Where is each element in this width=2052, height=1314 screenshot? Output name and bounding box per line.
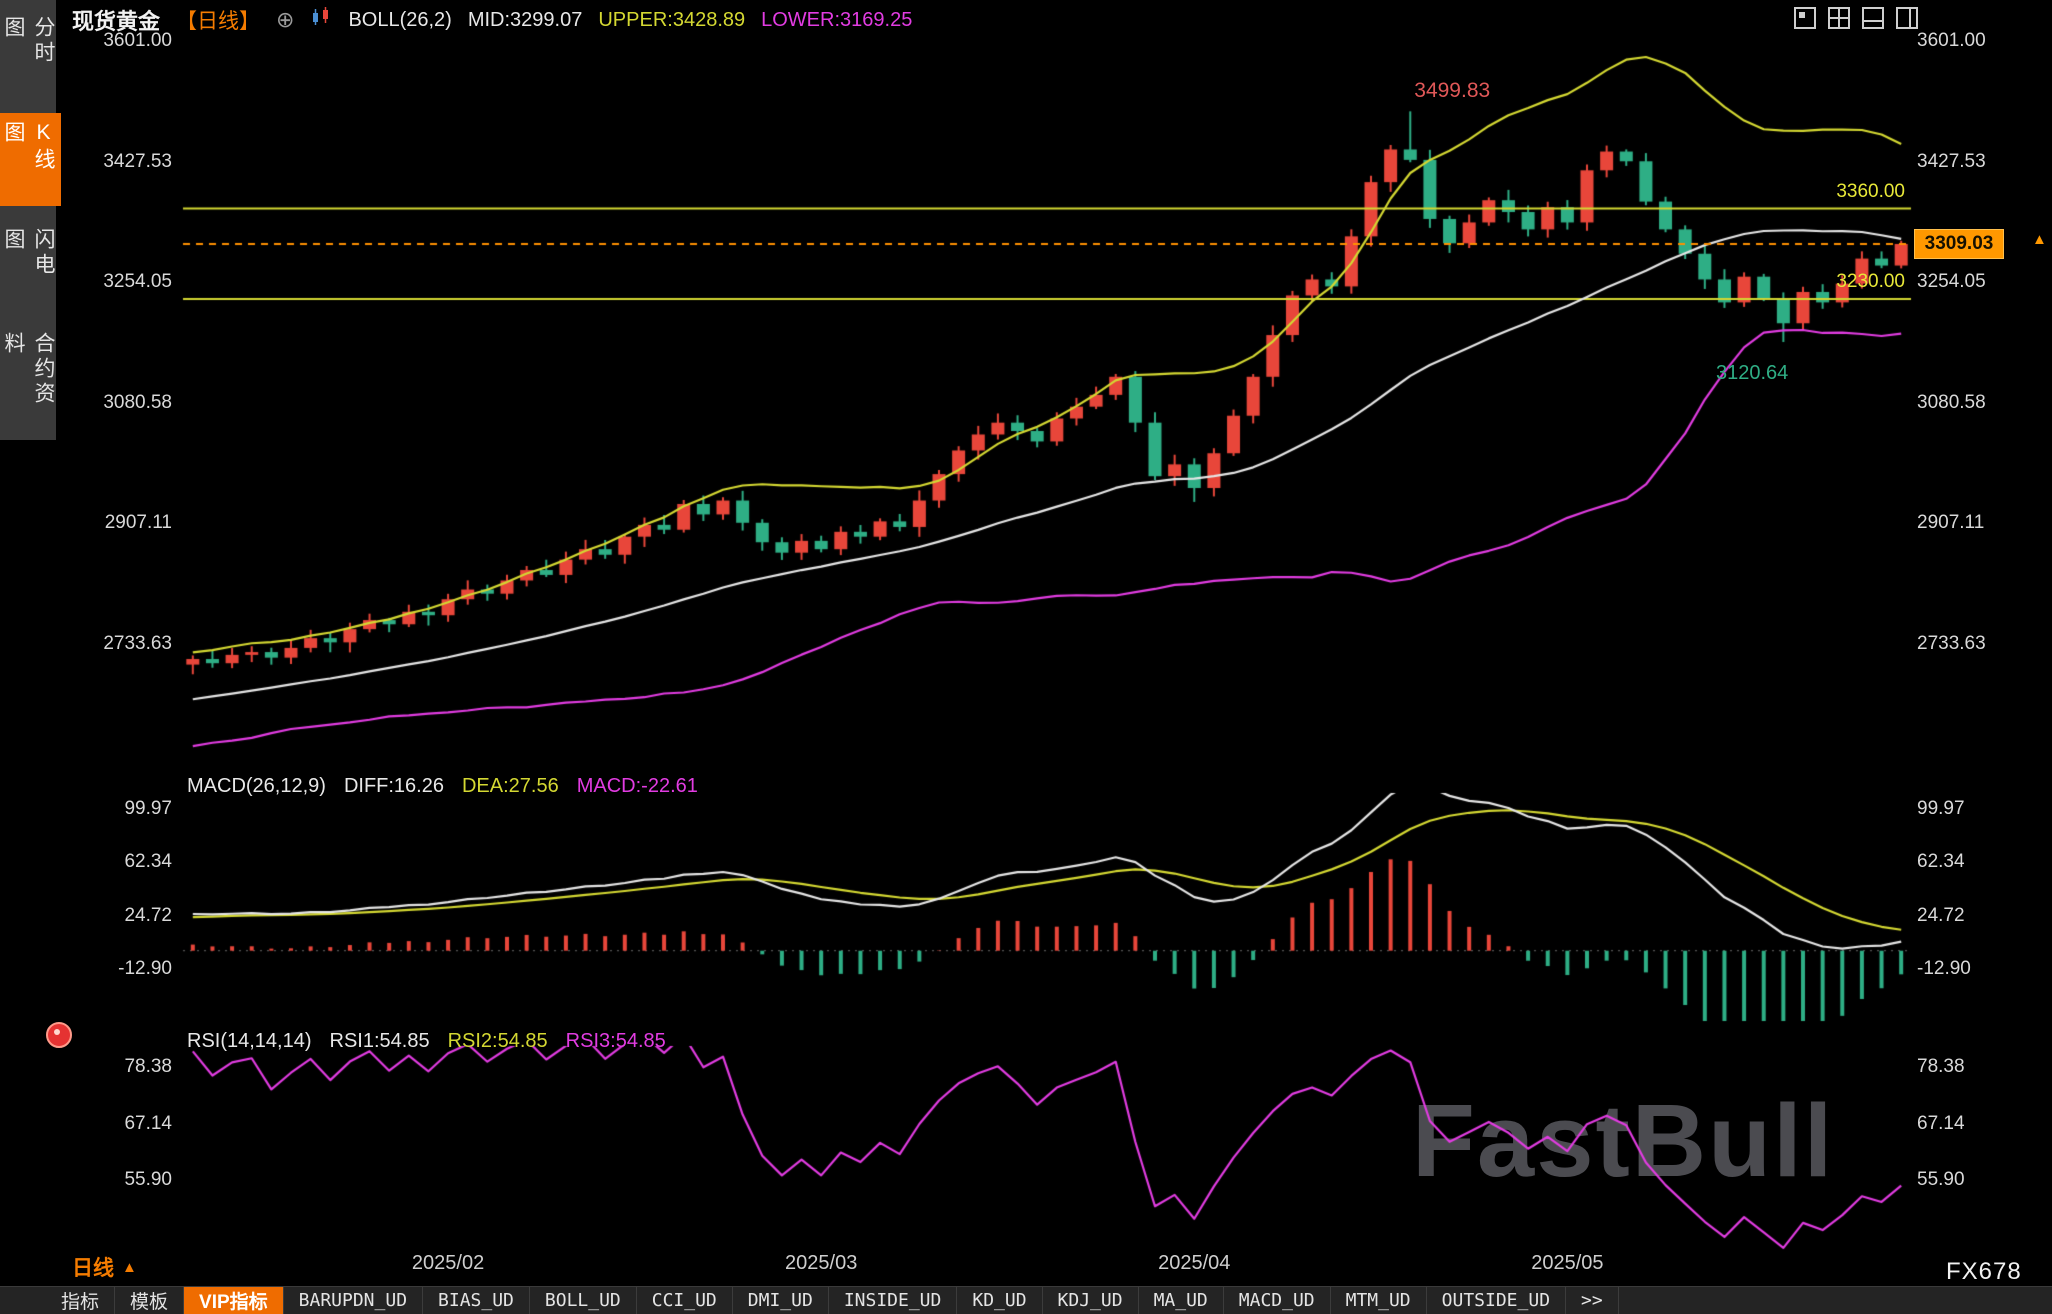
macd-y-axis-label: 24.72 [124, 904, 172, 926]
candle-chart-icon[interactable] [310, 6, 332, 34]
footer-tab-macd-ud[interactable]: MACD_UD [1224, 1287, 1331, 1314]
sidebar-item-kline-chart[interactable]: K线图 [0, 112, 61, 206]
macd-y-axis-label: -12.90 [118, 958, 172, 979]
rsi-y-axis-label: 67.14 [1917, 1112, 1965, 1134]
macd-y-axis-label: 62.34 [124, 851, 172, 873]
footer-tab-dmi-ud[interactable]: DMI_UD [733, 1287, 829, 1314]
rsi2-value: RSI2:54.85 [447, 1030, 548, 1052]
footer-tab-mtm-ud[interactable]: MTM_UD [1331, 1287, 1427, 1314]
footer-tab-templates[interactable]: 模板 [115, 1287, 185, 1314]
footer-tab-ma-ud[interactable]: MA_UD [1139, 1287, 1224, 1314]
rsi-y-axis-label: 78.38 [124, 1056, 172, 1077]
x-axis-label: 2025/03 [785, 1252, 858, 1274]
rsi-panel-header: RSI(14,14,14) RSI1:54.85 RSI2:54.85 RSI3… [187, 1030, 666, 1053]
footer-tab-kd-ud[interactable]: KD_UD [957, 1287, 1043, 1314]
layout-quad-icon[interactable] [1826, 5, 1852, 31]
rsi-indicator-label: RSI(14,14,14) [187, 1030, 312, 1052]
sidebar-item-lightning-chart[interactable]: 闪电图 [2, 227, 55, 278]
rsi1-value: RSI1:54.85 [329, 1030, 430, 1052]
main-y-axis-label: 3080.58 [1917, 391, 1986, 413]
footer-tab-kdj-ud[interactable]: KDJ_UD [1043, 1287, 1139, 1314]
lower-level-label: 3230.00 [1836, 270, 1905, 292]
period-tag: 【日线】 [176, 10, 261, 33]
main-y-axis-label: 3601.00 [1917, 30, 1986, 51]
ma-value-annotation: 3120.64 [1716, 361, 1789, 384]
peak-price-annotation: 3499.83 [1414, 79, 1491, 103]
macd-y-axis-label: 99.97 [124, 798, 172, 819]
add-indicator-icon[interactable]: ⊕ [276, 7, 295, 32]
footer-tab-barupdn-ud[interactable]: BARUPDN_UD [284, 1287, 424, 1314]
upper-level-label: 3360.00 [1836, 180, 1905, 202]
macd-y-axis-label: -12.90 [1917, 958, 1971, 979]
price-up-arrow-icon: ▲ [2032, 230, 2047, 248]
sidebar-item-contract-info[interactable]: 合约资料 [2, 332, 55, 408]
rsi-y-axis-label: 78.38 [1917, 1056, 1965, 1077]
main-y-axis-label: 3254.05 [103, 271, 172, 293]
rsi-y-axis-label: 55.90 [1917, 1169, 1965, 1190]
brand-label: FX678 [1946, 1258, 2022, 1285]
promo-icon[interactable] [46, 1022, 72, 1048]
rsi-y-axis-label: 55.90 [124, 1169, 172, 1190]
footer-tab-indicators[interactable]: 指标 [46, 1287, 116, 1314]
macd-y-axis-label: 62.34 [1917, 851, 1965, 873]
layout-single-icon[interactable] [1792, 5, 1818, 31]
sidebar-item-time-sharing-chart[interactable]: 分时图 [2, 16, 55, 66]
main-y-axis-label: 2907.11 [104, 512, 172, 534]
main-y-axis-label: 2733.63 [1917, 632, 1986, 654]
footer-tab-inside-ud[interactable]: INSIDE_UD [829, 1287, 958, 1314]
macd-y-axis-label: 24.72 [1917, 904, 1965, 926]
main-y-axis-label: 3601.00 [103, 30, 172, 51]
main-y-axis-label: 3427.53 [103, 150, 172, 172]
footer-tab-cci-ud[interactable]: CCI_UD [637, 1287, 733, 1314]
up-arrow-icon: ▲ [122, 1258, 137, 1276]
boll-indicator-label: BOLL(26,2) [348, 8, 452, 31]
macd-dea-value: DEA:27.56 [461, 775, 559, 797]
main-y-axis-label: 3254.05 [1917, 271, 1986, 293]
main-y-axis-label: 2733.63 [103, 632, 172, 654]
macd-y-axis-label: 99.97 [1917, 798, 1965, 819]
macd-diff-value: DIFF:16.26 [343, 775, 444, 797]
layout-buttons [1792, 5, 1920, 31]
main-y-axis-label: 3080.58 [103, 391, 172, 413]
macd-macd-value: MACD:-22.61 [576, 775, 698, 797]
period-selector[interactable]: 日线 ▲ [72, 1252, 137, 1282]
layout-vsplit-icon[interactable] [1894, 5, 1920, 31]
macd-panel-header: MACD(26,12,9) DIFF:16.26 DEA:27.56 MACD:… [187, 775, 698, 798]
current-price-box: 3309.03 [1914, 228, 2004, 259]
rsi-y-axis-label: 67.14 [124, 1112, 172, 1134]
sidebar: 分时图 K线图闪电图合约资料 [0, 0, 61, 440]
x-axis-label: 2025/05 [1531, 1252, 1604, 1274]
main-y-axis-label: 3427.53 [1917, 150, 1986, 172]
chart-header: 现货黄金 【日线】 ⊕ BOLL(26,2) MID:3299.07 UPPER… [72, 0, 912, 40]
rsi3-value: RSI3:54.85 [565, 1030, 666, 1052]
boll-upper-value: UPPER:3428.89 [598, 8, 746, 31]
boll-lower-value: LOWER:3169.25 [761, 8, 913, 31]
footer-toolbar: 指标 模板 VIP指标 BARUPDN_UD BIAS_UD BOLL_UD CCI_UD D… [0, 1286, 2052, 1314]
x-axis-label: 2025/02 [411, 1252, 485, 1274]
footer-tab-more[interactable]: >> [1566, 1287, 1619, 1314]
footer-tab-outside-ud[interactable]: OUTSIDE_UD [1427, 1287, 1567, 1314]
footer-tab-boll-ud[interactable]: BOLL_UD [530, 1287, 637, 1314]
period-label: 日线 [72, 1257, 114, 1280]
boll-mid-value: MID:3299.07 [467, 8, 583, 31]
footer-tab-bias-ud[interactable]: BIAS_UD [423, 1287, 530, 1314]
footer-tab-vip-indicators[interactable]: VIP指标 [184, 1287, 284, 1314]
symbol-title: 现货黄金 [72, 9, 161, 34]
layout-hsplit-icon[interactable] [1860, 5, 1886, 31]
macd-indicator-label: MACD(26,12,9) [187, 775, 326, 797]
x-axis-label: 2025/04 [1158, 1252, 1231, 1274]
main-y-axis-label: 2907.11 [1917, 512, 1985, 534]
